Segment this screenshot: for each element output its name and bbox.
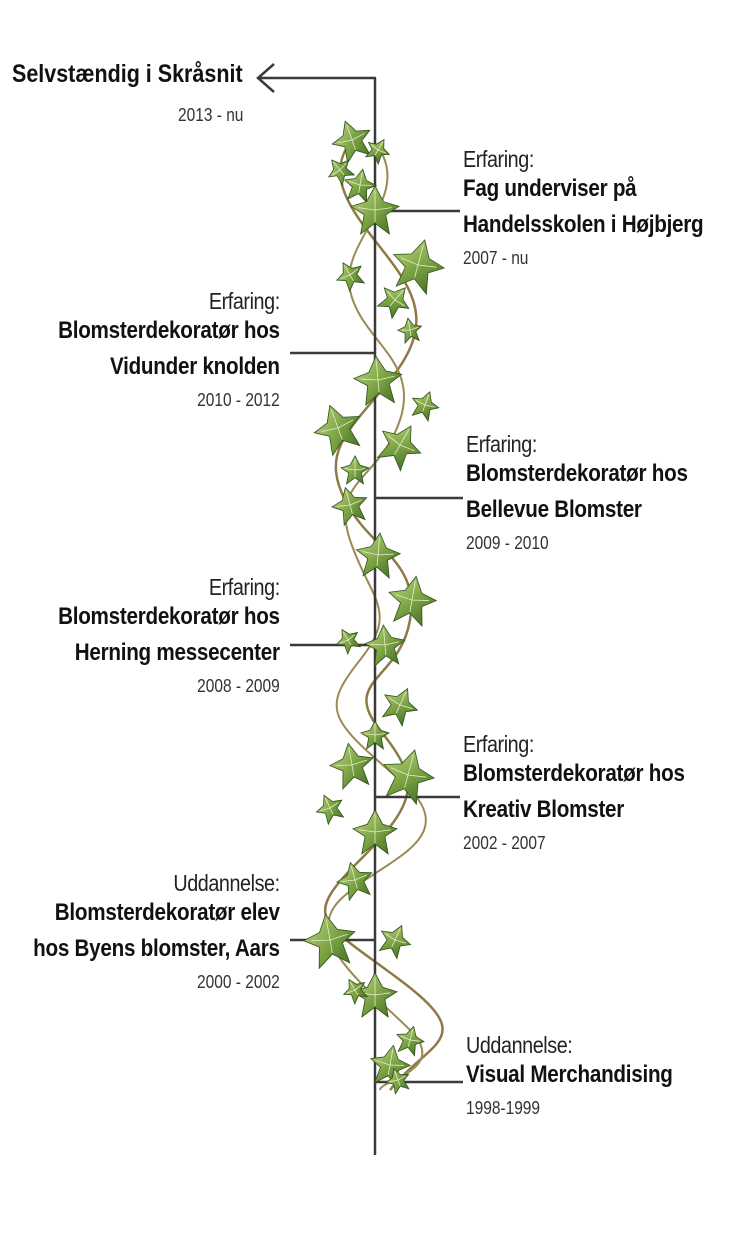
ivy-leaf-icon <box>343 168 378 204</box>
ivy-leaf-vein <box>346 981 362 996</box>
ivy-leaf-vein <box>337 490 362 514</box>
ivy-leaf-vein <box>371 141 387 156</box>
ivy-leaf-vein <box>400 244 437 278</box>
ivy-leaf-icon <box>335 262 366 293</box>
entry-kind: Erfaring: <box>466 431 537 457</box>
entry-years: 2002 - 2007 <box>463 833 546 853</box>
ivy-leaf-vein <box>376 1049 405 1075</box>
entry-title-line: Herning messecenter <box>74 639 280 666</box>
ivy-leaf-vein <box>331 161 347 176</box>
current-position: Selvstændig i Skråsnit 2013 - nu <box>12 60 280 125</box>
ivy-leaf-vein <box>401 320 419 336</box>
ivy-leaf-vein <box>365 723 385 742</box>
ivy-leaf-vein <box>387 429 415 455</box>
timeline-entry-0: Erfaring: Fag underviser på Handelsskole… <box>463 146 743 268</box>
timeline-entry-4: Erfaring: Blomsterdekoratør hos Kreativ … <box>463 731 721 853</box>
ivy-leaf-vein <box>345 458 365 477</box>
ivy-leaf-vein <box>362 537 394 566</box>
current-years: 2013 - nu <box>178 105 244 125</box>
ivy-leaf-icon <box>330 486 368 527</box>
ivy-leaf-vein <box>338 124 365 150</box>
entry-title-line: Visual Merchandising <box>466 1061 673 1088</box>
ivy-leaf-icon <box>381 687 419 727</box>
entry-title-line: Bellevue Blomster <box>466 496 642 523</box>
entry-title-line: Fag underviser på <box>463 175 637 202</box>
ivy-leaf-vein <box>387 289 405 307</box>
ivy-leaf-vein <box>320 797 339 815</box>
ivy-leaf-icon <box>364 138 391 166</box>
ivy-leaf-icon <box>388 575 438 628</box>
current-title: Selvstændig i Skråsnit <box>12 60 243 88</box>
ivy-leaf-vein <box>349 172 372 193</box>
ivy-leaf-icon <box>315 794 345 826</box>
vine-stem-2 <box>327 149 427 1091</box>
entry-title-line: Vidunder knolden <box>110 353 281 380</box>
ivy-leaf-vein <box>416 394 435 412</box>
ivy-leaf-icon <box>335 628 362 656</box>
entry-years: 2000 - 2002 <box>197 972 280 992</box>
timeline-entry-1: Erfaring: Blomsterdekoratør hos Vidunder… <box>22 288 281 410</box>
ivy-leaf-icon <box>376 425 422 472</box>
entry-kind: Erfaring: <box>209 574 280 600</box>
ivy-leaf-vein <box>400 1029 420 1047</box>
entry-years: 2010 - 2012 <box>197 390 280 410</box>
ivy-leaf-vein <box>361 360 395 392</box>
ivy-leaf-icon <box>313 404 361 457</box>
entry-years: 2008 - 2009 <box>197 676 280 696</box>
ivy-leaf-vein <box>359 814 391 843</box>
entry-kind: Uddannelse: <box>466 1032 573 1058</box>
timeline-entry-5: Uddannelse: Blomsterdekoratør elev hos B… <box>0 870 281 992</box>
ivy-leaf-icon <box>327 159 356 187</box>
timeline-entry-2: Erfaring: Blomsterdekoratør hos Bellevue… <box>466 431 724 553</box>
ivy-leaf-icon <box>393 239 446 296</box>
entry-title-line: Blomsterdekoratør hos <box>58 603 280 630</box>
entry-years: 1998-1999 <box>466 1098 541 1118</box>
ivy-leaf-vein <box>342 865 367 889</box>
ivy-leaf-vein <box>321 409 354 440</box>
ivy-leaf-icon <box>385 1067 410 1095</box>
entry-kind: Erfaring: <box>463 731 534 757</box>
entry-years: 2009 - 2010 <box>466 533 549 553</box>
entry-years: 2007 - nu <box>463 248 529 268</box>
ivy-leaf-icon <box>369 1044 412 1088</box>
entry-title-line: Blomsterdekoratør hos <box>58 317 280 344</box>
arrow-left-icon <box>256 63 275 93</box>
timeline-entry-6: Uddannelse: Visual Merchandising 1998-19… <box>466 1032 706 1118</box>
ivy-leaf-icon <box>331 120 371 164</box>
entry-kind: Erfaring: <box>209 288 280 314</box>
entry-title-line: Blomsterdekoratør hos <box>463 760 685 787</box>
ivy-leaf-vein <box>340 265 359 282</box>
ivy-leaf-icon <box>342 978 369 1006</box>
ivy-leaf-icon <box>396 1025 426 1057</box>
entry-title-line: Kreativ Blomster <box>463 796 625 823</box>
ivy-leaf-icon <box>378 924 412 960</box>
ivy-leaf-icon <box>328 742 375 790</box>
ivy-leaf-vein <box>389 1070 406 1086</box>
ivy-leaf-vein <box>370 629 399 655</box>
ivy-leaf-vein <box>336 747 367 776</box>
ivy-leaf-vein <box>339 631 355 646</box>
ivy-leaf-vein <box>389 691 413 714</box>
entry-title-line: Blomsterdekoratør hos <box>466 460 688 487</box>
ivy-leaf-vein <box>311 919 348 953</box>
entry-kind: Uddannelse: <box>173 870 281 896</box>
timeline-entry-3: Erfaring: Blomsterdekoratør hos Herning … <box>22 574 280 696</box>
ivy-leaf-icon <box>302 913 356 970</box>
ivy-leaf-vein <box>385 928 406 948</box>
ivy-leaf-vein <box>358 190 392 222</box>
ivy-leaf-icon <box>411 391 440 423</box>
vine-stem <box>323 139 444 1091</box>
entry-title-line: hos Byens blomster, Aars <box>33 935 280 962</box>
ivy-leaf-icon <box>376 287 410 320</box>
ivy-leaf-icon <box>396 317 423 345</box>
entry-kind: Erfaring: <box>463 146 534 172</box>
ivy-leaf-icon <box>335 861 373 902</box>
ivy-leaf-icon <box>383 749 436 806</box>
entry-title-line: Handelsskolen i Højbjerg <box>463 211 704 238</box>
ivy-leaf-vein <box>390 754 427 788</box>
entry-title-line: Blomsterdekoratør elev <box>55 899 280 926</box>
ivy-leaf-vein <box>395 581 429 612</box>
